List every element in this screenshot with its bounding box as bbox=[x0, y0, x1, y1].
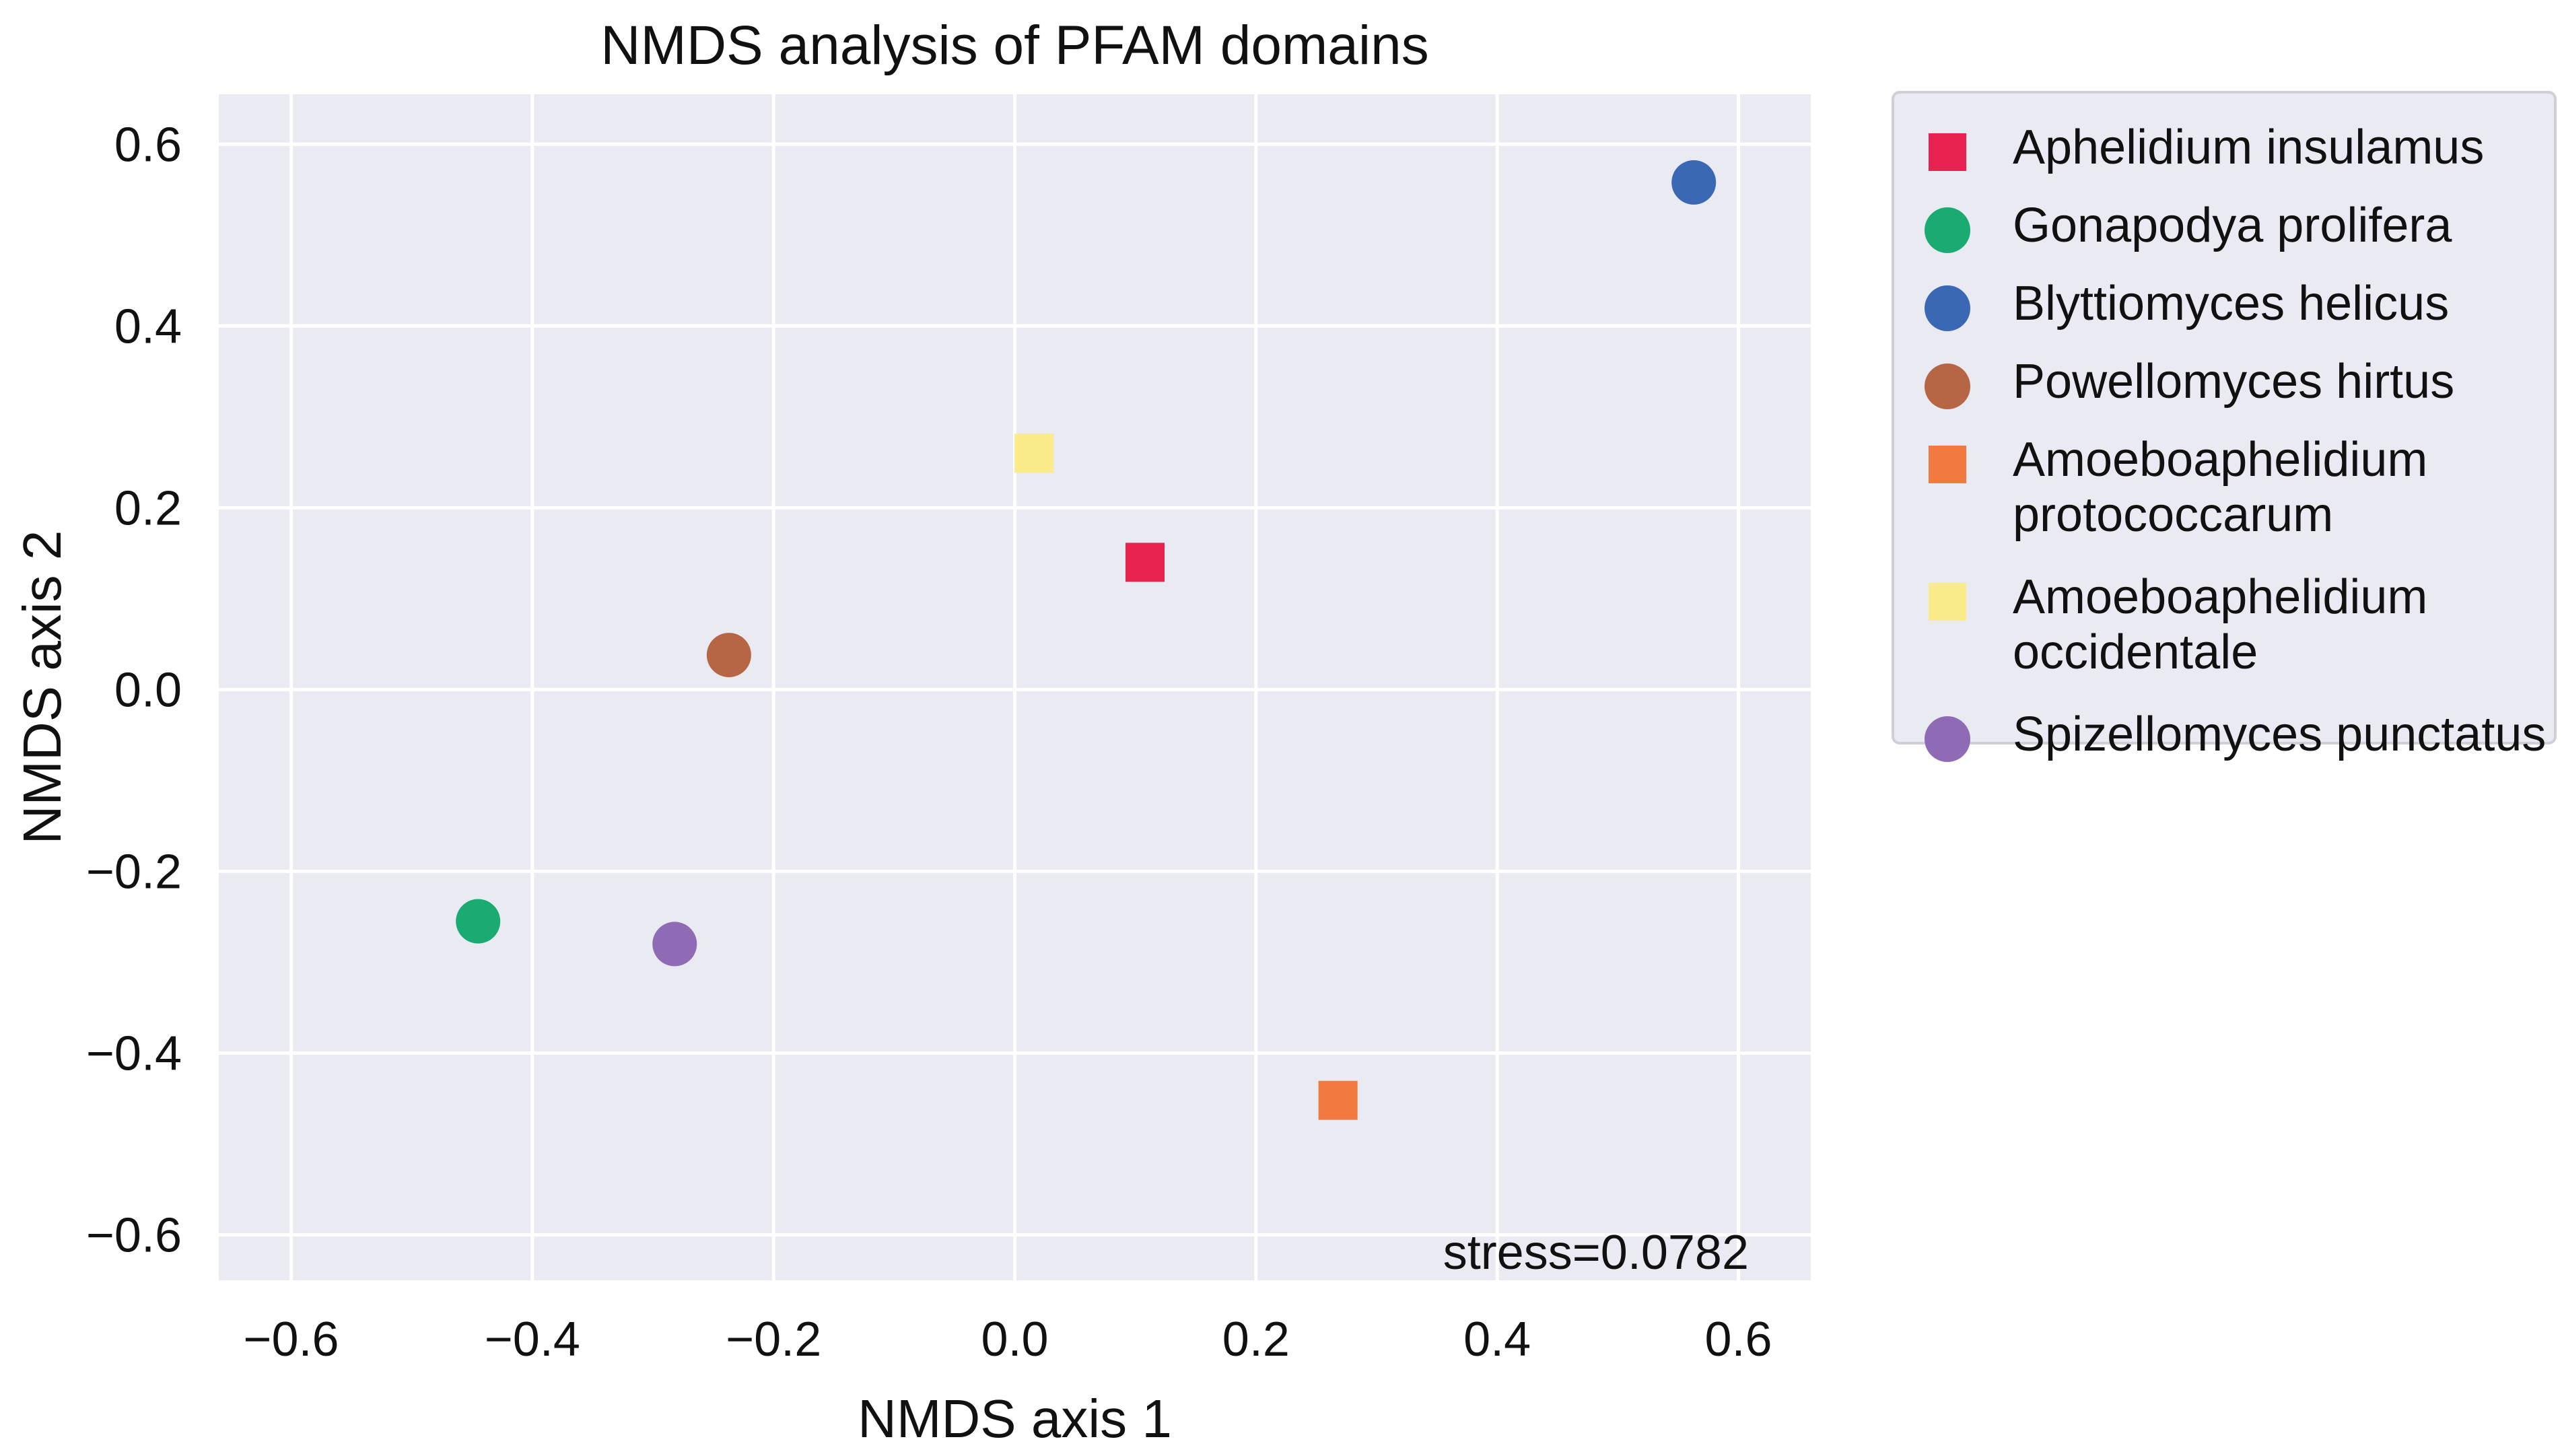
legend-label-blyttiomyces-helicus: Blyttiomyces helicus bbox=[2013, 277, 2449, 331]
legend-marker-gonapodya-prolifera bbox=[1925, 207, 1970, 253]
legend-box bbox=[1892, 91, 2557, 744]
legend-label-spizellomyces-punctatus: Spizellomyces punctatus bbox=[2013, 707, 2546, 761]
y-tick-label: 0.4 bbox=[114, 300, 182, 353]
x-tick-label: −0.2 bbox=[726, 1313, 821, 1366]
x-tick-label: −0.6 bbox=[243, 1313, 339, 1366]
y-axis-label: NMDS axis 2 bbox=[12, 530, 72, 845]
y-tick-label: 0.2 bbox=[114, 481, 182, 535]
stress-annotation: stress=0.0782 bbox=[1443, 1226, 1749, 1280]
legend-marker-amoeboaphelidium-protococcarum bbox=[1929, 446, 1966, 483]
x-tick-label: −0.4 bbox=[485, 1313, 580, 1366]
point-gonapodya-prolifera bbox=[456, 899, 501, 944]
chart-title: NMDS analysis of PFAM domains bbox=[600, 15, 1428, 76]
legend-marker-powellomyces-hirtus bbox=[1925, 363, 1970, 409]
legend-marker-amoeboaphelidium-occidentale bbox=[1929, 583, 1966, 621]
grid-lines bbox=[219, 94, 1811, 1280]
data-points bbox=[456, 160, 1717, 1120]
x-tick-label: 0.4 bbox=[1463, 1313, 1531, 1366]
y-tick-label: −0.4 bbox=[86, 1027, 182, 1080]
y-tick-label: −0.2 bbox=[86, 845, 182, 899]
x-axis-ticks: −0.6 −0.4 −0.2 0.0 0.2 0.4 0.6 bbox=[243, 1313, 1772, 1366]
point-aphelidium-insulamus bbox=[1126, 543, 1165, 582]
legend-marker-blyttiomyces-helicus bbox=[1925, 285, 1970, 331]
legend: Aphelidium insulamus Gonapodya prolifera B… bbox=[1892, 91, 2557, 762]
y-axis-ticks: −0.6 −0.4 −0.2 0.0 0.2 0.4 0.6 bbox=[86, 118, 182, 1262]
x-tick-label: 0.2 bbox=[1222, 1313, 1290, 1366]
point-powellomyces-hirtus bbox=[706, 633, 751, 678]
y-tick-label: 0.6 bbox=[114, 118, 182, 172]
y-tick-label: −0.6 bbox=[86, 1208, 182, 1262]
point-amoeboaphelidium-occidentale bbox=[1014, 434, 1054, 473]
y-tick-label: 0.0 bbox=[114, 663, 182, 717]
legend-marker-aphelidium-insulamus bbox=[1929, 133, 1966, 171]
legend-label-amoeboaphelidium-occidentale: Amoeboaphelidium occidentale bbox=[2013, 570, 2427, 679]
x-tick-label: 0.0 bbox=[981, 1313, 1048, 1366]
legend-label-amoeboaphelidium-protococcarum: Amoeboaphelidium protococcarum bbox=[2013, 433, 2427, 542]
legend-label-gonapodya-prolifera: Gonapodya prolifera bbox=[2013, 199, 2452, 252]
point-amoeboaphelidium-protococcarum bbox=[1318, 1080, 1358, 1120]
legend-label-aphelidium-insulamus: Aphelidium insulamus bbox=[2013, 120, 2484, 174]
legend-marker-spizellomyces-punctatus bbox=[1925, 716, 1970, 762]
x-tick-label: 0.6 bbox=[1704, 1313, 1772, 1366]
point-spizellomyces-punctatus bbox=[652, 922, 697, 967]
point-blyttiomyces-helicus bbox=[1671, 160, 1717, 205]
legend-label-powellomyces-hirtus: Powellomyces hirtus bbox=[2013, 355, 2454, 409]
x-axis-label: NMDS axis 1 bbox=[858, 1389, 1172, 1449]
